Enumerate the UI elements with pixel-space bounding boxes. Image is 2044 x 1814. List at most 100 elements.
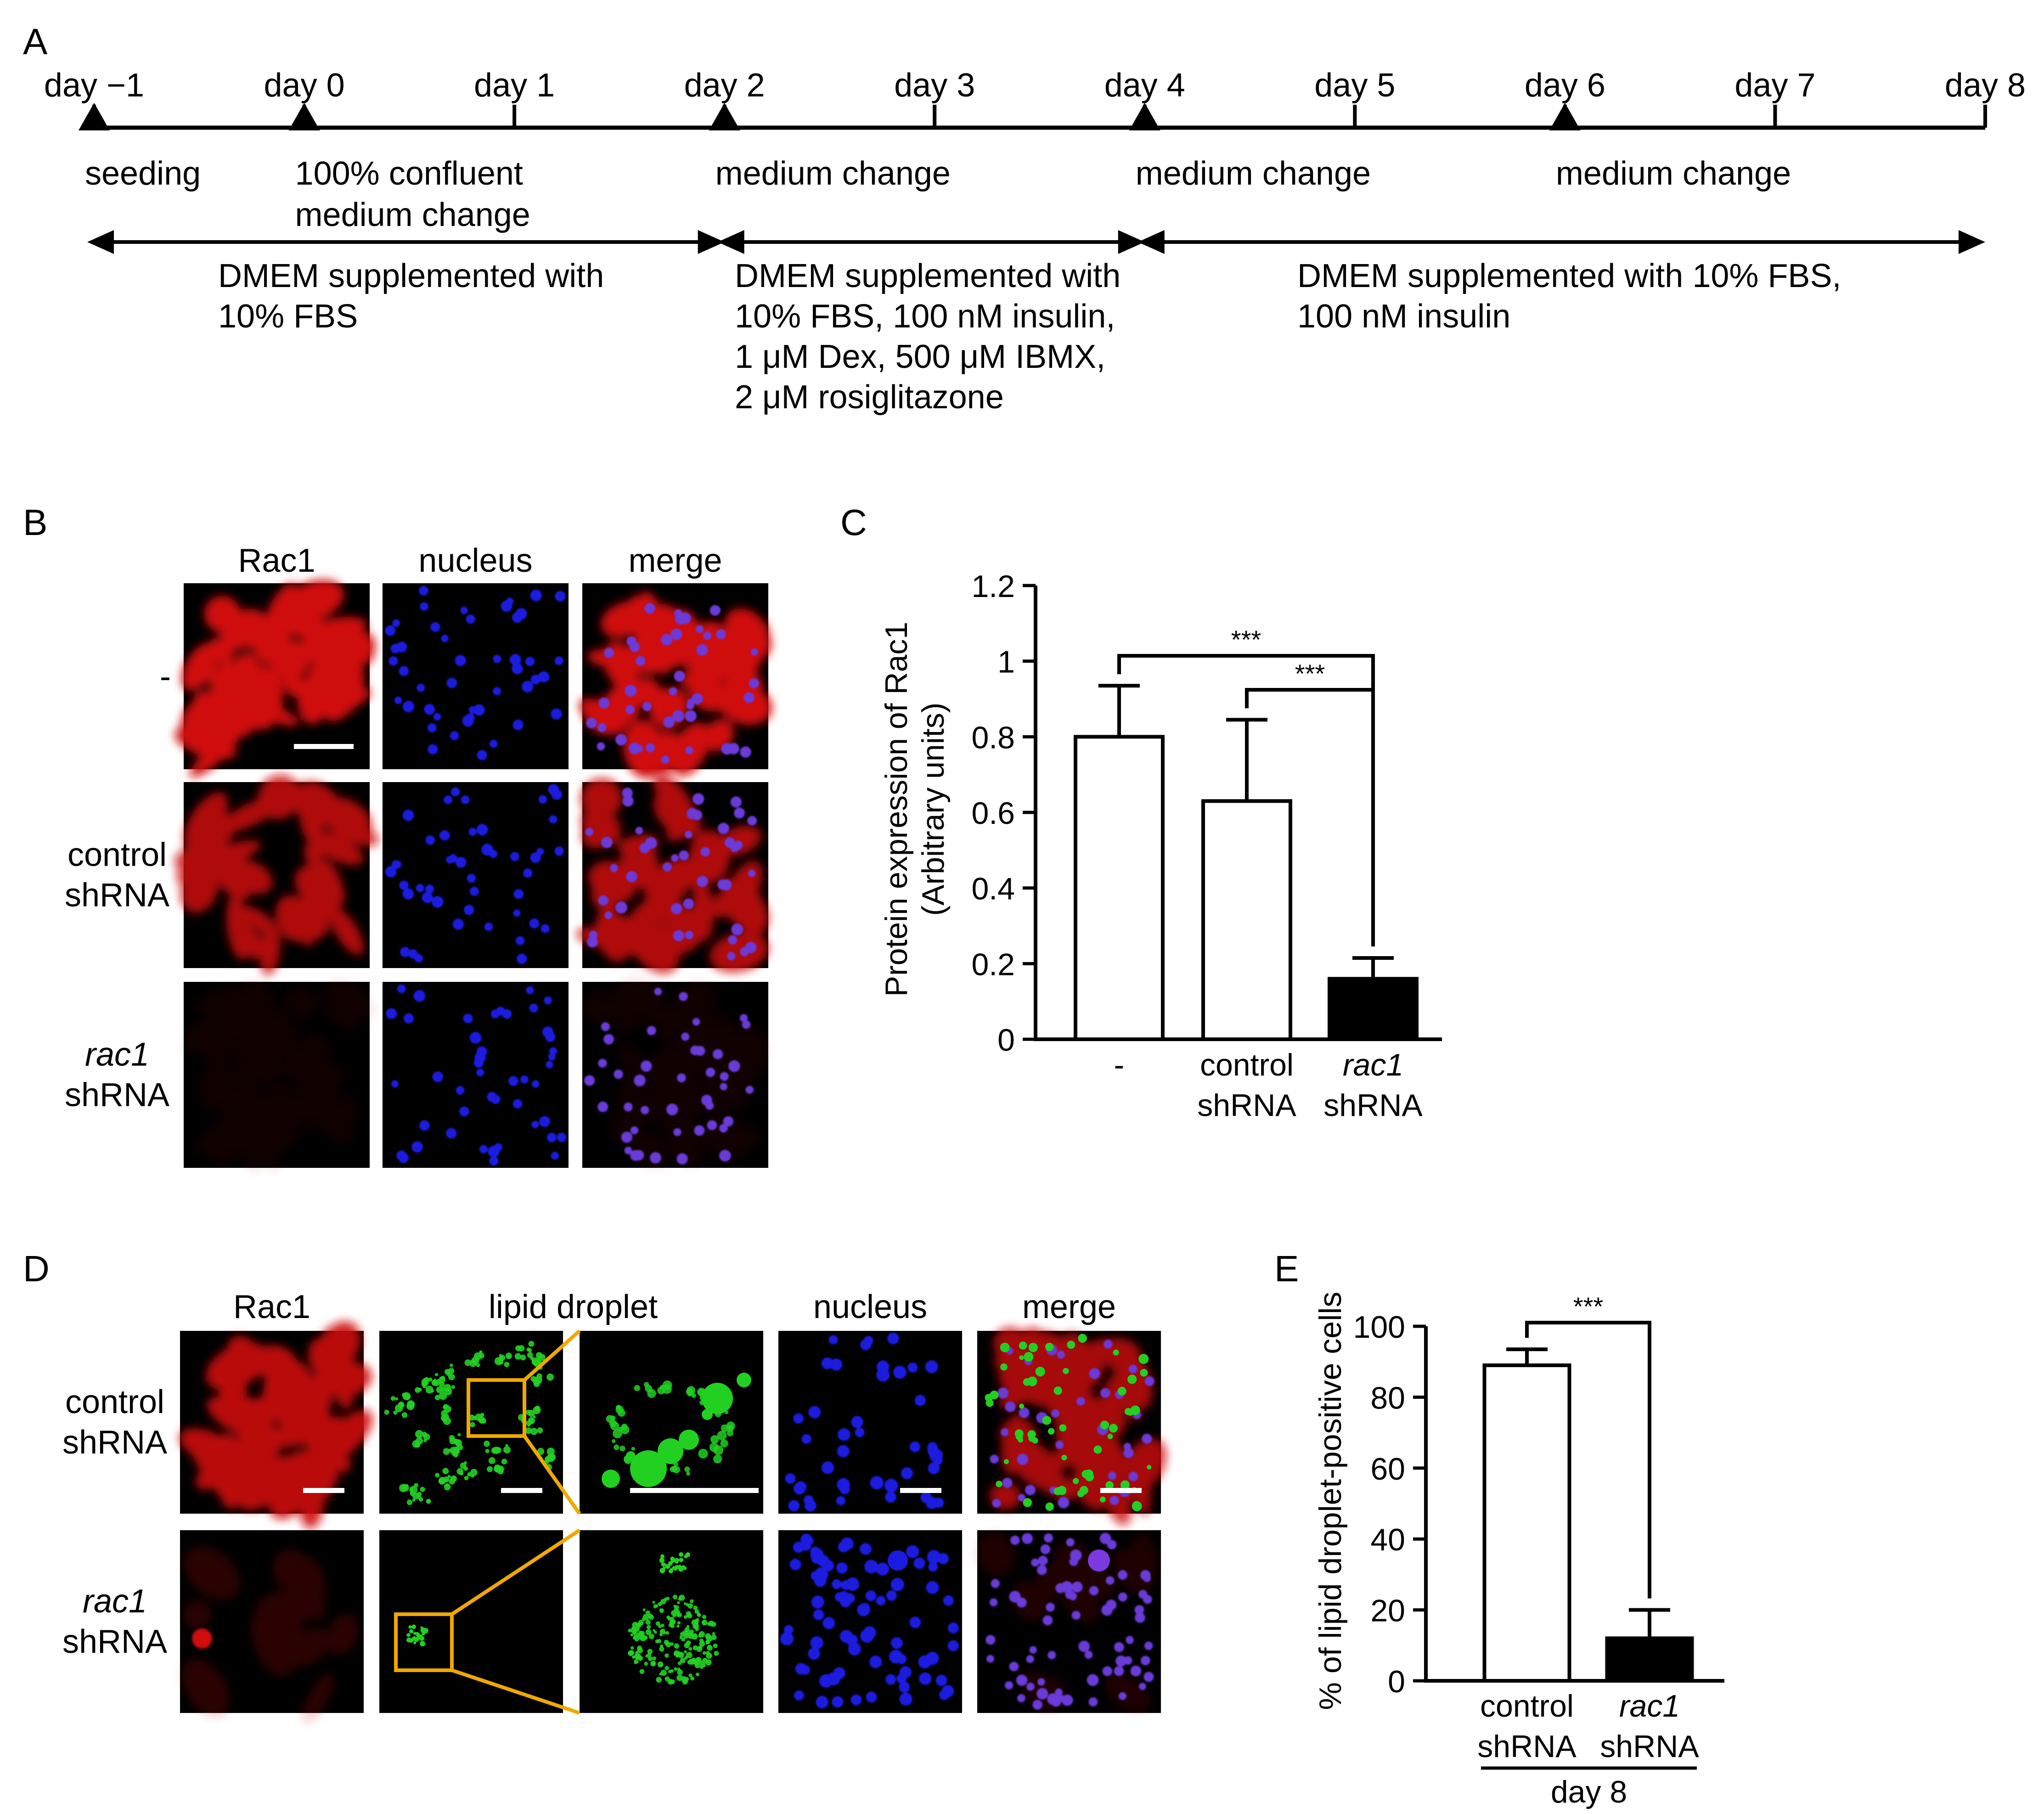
droplet-dot (659, 1672, 663, 1676)
droplet-dot (631, 1628, 637, 1634)
droplet-dot (656, 1677, 662, 1683)
panel-c-letter: C (840, 502, 867, 543)
cell (614, 981, 664, 1025)
nucleus-dot (546, 1132, 557, 1143)
panel-c: C 0 0.2 0.4 0.6 0.8 1 1.2 Protein expression of… (840, 502, 1442, 1123)
droplet-dot (1023, 1498, 1032, 1507)
bar (1074, 735, 1165, 1042)
micrograph-nucleus (778, 1331, 962, 1514)
nucleus-dot (669, 687, 677, 696)
nucleus-dot (914, 1395, 926, 1406)
droplet-dot (688, 1673, 693, 1678)
merge-nuclei (584, 987, 754, 1165)
nucleus-dot (828, 1335, 838, 1345)
droplet-dot (687, 1632, 694, 1639)
cell (331, 637, 374, 662)
micrograph-merge (576, 773, 769, 974)
nucleus-dot (1066, 1538, 1075, 1547)
droplet-dot (442, 1468, 449, 1475)
category-label: control (1480, 1689, 1574, 1724)
droplet-dot (721, 1424, 729, 1432)
nucleus-dot (1126, 1636, 1134, 1644)
droplet-dot (1093, 1445, 1102, 1454)
nucleus-dot (525, 656, 535, 666)
nucleus-dot (705, 1067, 715, 1077)
nucleus-dot (1078, 1640, 1090, 1652)
nucleus-dot (679, 850, 689, 861)
nucleus-dot (624, 1146, 632, 1155)
y-tick-label: 60 (1370, 1452, 1405, 1487)
nucleus-dot (837, 1445, 850, 1458)
nucleus-dot (909, 1441, 921, 1453)
nucleus-dot (838, 1428, 850, 1441)
droplet-dot (420, 1626, 423, 1629)
nucleus-dot (452, 918, 464, 930)
cell (330, 907, 364, 955)
droplet-dot (453, 1446, 459, 1452)
nucleus-dot (795, 1663, 807, 1675)
droplet-dot (444, 1369, 450, 1375)
scale-bar (294, 744, 354, 749)
cell (180, 865, 219, 913)
nucleus-dot (1069, 1557, 1078, 1566)
droplet-dot (709, 1442, 719, 1452)
droplet-dot (501, 1459, 507, 1465)
droplet-dot (459, 1471, 464, 1476)
droplet-dot (402, 1392, 407, 1398)
nucleus-dot (939, 1690, 950, 1700)
droplet-dot (680, 1657, 686, 1663)
nucleus-dot (913, 1557, 925, 1569)
row-label: shRNA (62, 1623, 167, 1660)
nucleus-dot (1130, 1665, 1142, 1677)
droplet-dot (442, 1405, 446, 1409)
cell (258, 775, 301, 820)
nucleus-dot (745, 1086, 754, 1094)
nuclei (386, 984, 566, 1166)
droplet-dot (406, 1633, 411, 1637)
droplet-dot (438, 1479, 443, 1483)
droplet-dot (1067, 1341, 1075, 1349)
nucleus-dot (869, 1656, 882, 1668)
cell (717, 683, 772, 725)
nucleus-dot (671, 854, 679, 862)
droplet-dot (415, 1430, 423, 1438)
droplet-dot (1027, 1430, 1036, 1439)
nucleus-dot (385, 866, 397, 878)
droplet-dot (406, 1499, 413, 1505)
phase-label: 10% FBS, 100 nM insulin, (735, 298, 1115, 335)
cell (302, 1673, 334, 1723)
nucleus-dot (1005, 1401, 1016, 1412)
bar (1201, 799, 1292, 1042)
nucleus-dot (587, 936, 598, 948)
droplet-dot (642, 1608, 646, 1611)
category-label: rac1 (1343, 1048, 1403, 1082)
droplet-dot (642, 1617, 646, 1622)
cell (656, 1005, 690, 1042)
nucleus-dot (927, 1550, 941, 1564)
droplet-dot (634, 1385, 640, 1391)
panel-a-letter: A (23, 21, 48, 62)
nucleus-dot (896, 1654, 907, 1664)
nucleus-dot (1087, 1674, 1099, 1686)
nucleus-dot (836, 1496, 845, 1505)
nucleus-dot (597, 1101, 608, 1112)
phase-arrow-head-right (698, 230, 725, 254)
nucleus-dot (630, 1126, 639, 1135)
nucleus-dot (918, 1655, 931, 1669)
category-label: shRNA (1197, 1088, 1296, 1123)
nucleus-dot (491, 1094, 501, 1104)
row-label: shRNA (62, 1424, 167, 1461)
nucleus-dot (536, 848, 544, 856)
day-label: day 2 (684, 67, 765, 104)
nucleus-dot (909, 1617, 921, 1628)
nucleus-dot (1016, 1597, 1027, 1608)
droplet-dot (632, 1622, 638, 1628)
droplet-dot (434, 1473, 440, 1478)
nucleus-dot (743, 692, 755, 703)
nucleus-dot (700, 847, 710, 857)
droplet-dot (659, 1557, 664, 1563)
nucleus-dot (1040, 1544, 1051, 1555)
nucleus-dot (598, 697, 610, 709)
nucleus-dot (462, 715, 474, 727)
micrograph-merge (579, 583, 772, 778)
